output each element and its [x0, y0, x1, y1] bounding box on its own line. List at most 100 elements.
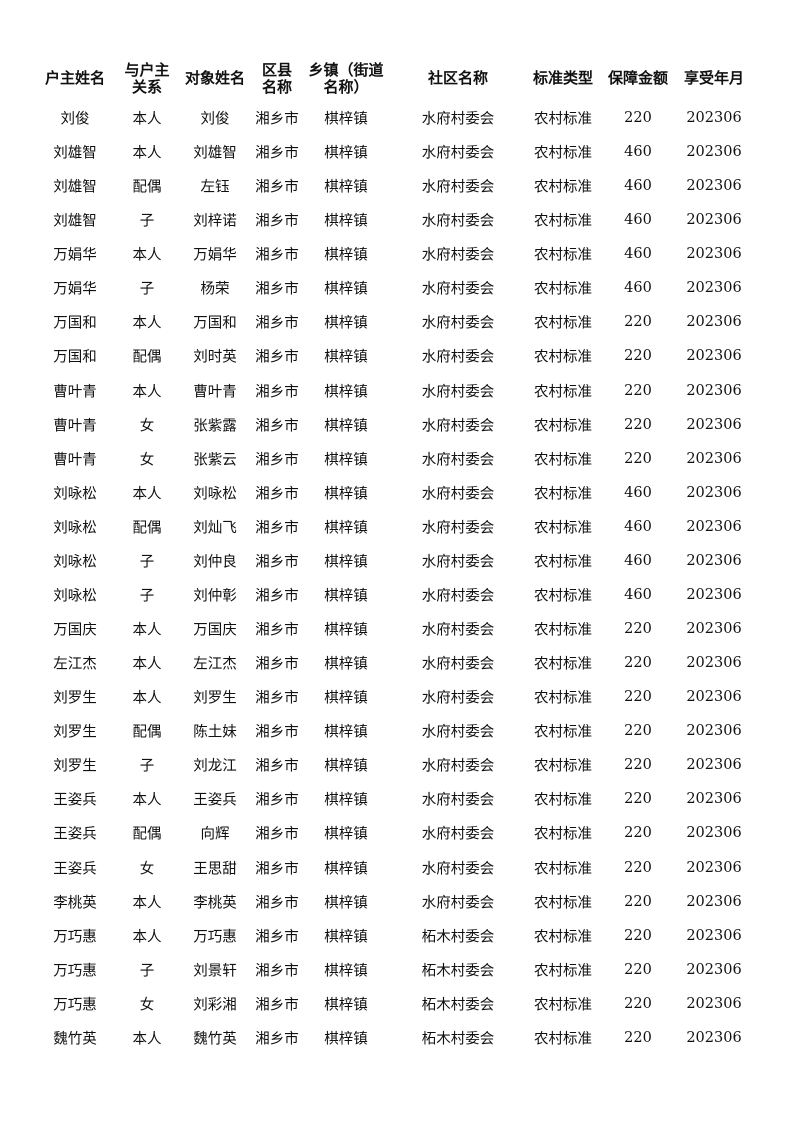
cell-month: 202306: [686, 757, 742, 774]
cell-county: 湘乡市: [255, 179, 299, 196]
cell-town: 棋梓镇: [324, 826, 368, 843]
cell-household-head: 万国庆: [53, 622, 97, 639]
cell-town: 棋梓镇: [324, 486, 368, 503]
cell-month: 202306: [686, 314, 742, 331]
cell-town: 棋梓镇: [324, 997, 368, 1014]
cell-town: 棋梓镇: [324, 384, 368, 401]
cell-household-head: 万国和: [53, 315, 97, 332]
cell-town: 棋梓镇: [324, 418, 368, 435]
cell-county: 湘乡市: [255, 281, 299, 298]
cell-subject-name: 刘罗生: [193, 690, 237, 707]
cell-town: 棋梓镇: [324, 1031, 368, 1048]
cell-county: 湘乡市: [255, 861, 299, 878]
cell-month: 202306: [686, 484, 742, 501]
cell-household-head: 王姿兵: [53, 792, 97, 809]
cell-household-head: 魏竹英: [53, 1031, 97, 1048]
cell-amount: 220: [624, 859, 652, 876]
cell-standard-type: 农村标准: [534, 384, 592, 401]
cell-month: 202306: [686, 961, 742, 978]
cell-subject-name: 刘龙江: [193, 758, 237, 775]
cell-household-head: 刘雄智: [53, 213, 97, 230]
cell-town: 棋梓镇: [324, 281, 368, 298]
cell-relation: 本人: [132, 690, 162, 707]
cell-community: 水府村委会: [421, 792, 495, 809]
cell-subject-name: 曹叶青: [193, 384, 237, 401]
cell-household-head: 万娟华: [53, 247, 97, 264]
cell-household-head: 刘雄智: [53, 145, 97, 162]
cell-month: 202306: [686, 655, 742, 672]
cell-amount: 220: [624, 791, 652, 808]
cell-relation: 本人: [132, 315, 162, 332]
cell-relation: 本人: [132, 792, 162, 809]
cell-standard-type: 农村标准: [534, 520, 592, 537]
cell-county: 湘乡市: [255, 929, 299, 946]
cell-month: 202306: [686, 348, 742, 365]
cell-county: 湘乡市: [255, 486, 299, 503]
cell-month: 202306: [686, 859, 742, 876]
cell-county: 湘乡市: [255, 826, 299, 843]
cell-county: 湘乡市: [255, 111, 299, 128]
cell-month: 202306: [686, 621, 742, 638]
cell-subject-name: 刘灿飞: [193, 520, 237, 537]
cell-subject-name: 万国庆: [193, 622, 237, 639]
cell-county: 湘乡市: [255, 520, 299, 537]
cell-month: 202306: [686, 518, 742, 535]
cell-relation: 本人: [132, 145, 162, 162]
cell-standard-type: 农村标准: [534, 315, 592, 332]
cell-household-head: 刘罗生: [53, 690, 97, 707]
cell-relation: 子: [139, 281, 155, 298]
cell-county: 湘乡市: [255, 997, 299, 1014]
cell-county: 湘乡市: [255, 315, 299, 332]
cell-amount: 460: [624, 144, 652, 161]
cell-subject-name: 杨荣: [200, 281, 230, 298]
cell-community: 水府村委会: [421, 588, 495, 605]
cell-community: 水府村委会: [421, 656, 495, 673]
cell-relation: 本人: [132, 384, 162, 401]
cell-household-head: 左江杰: [53, 656, 97, 673]
cell-standard-type: 农村标准: [534, 997, 592, 1014]
cell-community: 水府村委会: [421, 111, 495, 128]
cell-month: 202306: [686, 791, 742, 808]
cell-amount: 220: [624, 314, 652, 331]
cell-county: 湘乡市: [255, 656, 299, 673]
cell-community: 柘木村委会: [421, 929, 495, 946]
cell-amount: 220: [624, 995, 652, 1012]
cell-amount: 220: [624, 927, 652, 944]
header-amount: 保障金额: [607, 69, 669, 87]
cell-town: 棋梓镇: [324, 792, 368, 809]
cell-relation: 配偶: [132, 179, 162, 196]
cell-subject-name: 刘仲彰: [193, 588, 237, 605]
cell-community: 水府村委会: [421, 247, 495, 264]
cell-town: 棋梓镇: [324, 690, 368, 707]
cell-subject-name: 刘梓诺: [193, 213, 237, 230]
cell-relation: 配偶: [132, 826, 162, 843]
cell-town: 棋梓镇: [324, 588, 368, 605]
cell-household-head: 曹叶青: [53, 384, 97, 401]
cell-household-head: 万巧惠: [53, 963, 97, 980]
cell-month: 202306: [686, 416, 742, 433]
cell-standard-type: 农村标准: [534, 895, 592, 912]
cell-town: 棋梓镇: [324, 724, 368, 741]
cell-amount: 220: [624, 689, 652, 706]
cell-relation: 女: [139, 861, 155, 878]
cell-standard-type: 农村标准: [534, 690, 592, 707]
cell-month: 202306: [686, 825, 742, 842]
cell-household-head: 万娟华: [53, 281, 97, 298]
cell-subject-name: 张紫云: [193, 452, 237, 469]
cell-month: 202306: [686, 586, 742, 603]
cell-household-head: 王姿兵: [53, 861, 97, 878]
cell-relation: 女: [139, 997, 155, 1014]
cell-month: 202306: [686, 723, 742, 740]
cell-county: 湘乡市: [255, 622, 299, 639]
cell-month: 202306: [686, 280, 742, 297]
cell-standard-type: 农村标准: [534, 656, 592, 673]
cell-relation: 女: [139, 452, 155, 469]
cell-amount: 220: [624, 382, 652, 399]
cell-amount: 460: [624, 586, 652, 603]
cell-month: 202306: [686, 178, 742, 195]
cell-relation: 配偶: [132, 724, 162, 741]
cell-household-head: 刘咏松: [53, 486, 97, 503]
cell-amount: 220: [624, 1029, 652, 1046]
cell-standard-type: 农村标准: [534, 418, 592, 435]
header-household-head: 户主姓名: [44, 69, 106, 87]
